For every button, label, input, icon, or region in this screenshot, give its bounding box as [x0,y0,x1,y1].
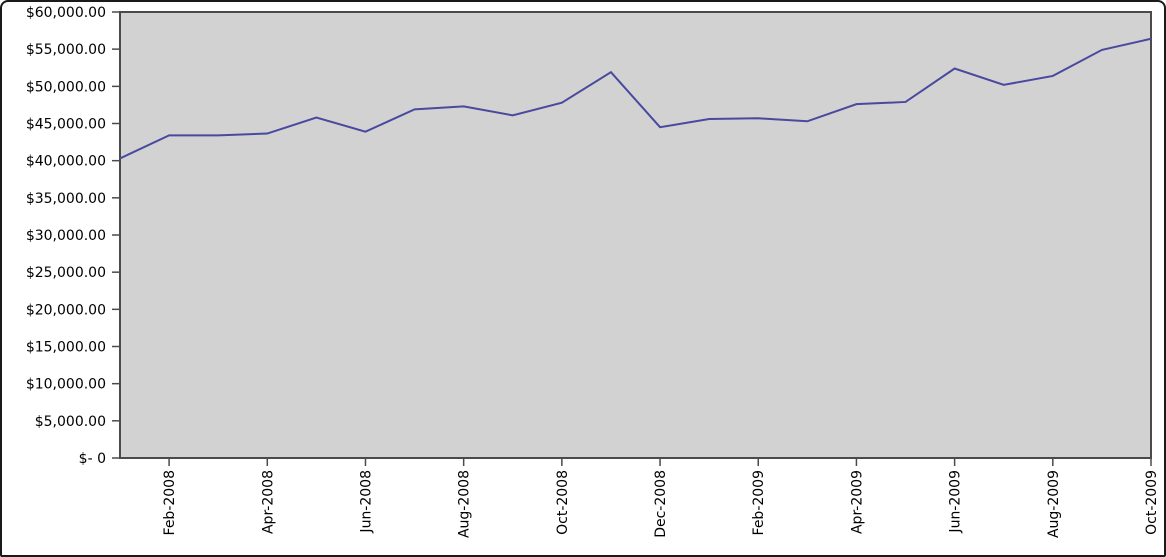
y-axis-tick-label: $5,000.00 [35,414,106,430]
y-axis-tick-label: $55,000.00 [26,42,106,58]
x-axis-tick-label: Feb-2009 [751,470,767,535]
x-axis-tick-label: Aug-2008 [457,470,473,538]
y-axis-tick-label: $30,000.00 [26,228,106,244]
x-axis-tick-label: Apr-2009 [849,470,865,534]
y-axis-tick-label: $15,000.00 [26,340,106,356]
y-axis-tick-label: $25,000.00 [26,265,106,281]
data-line [119,37,1152,160]
y-axis-tick-label: $60,000.00 [26,5,106,21]
y-axis-tick-label: $20,000.00 [26,302,106,318]
x-axis-tick-label: Oct-2009 [1144,470,1160,535]
x-axis-tick-label: Jun-2008 [358,470,374,534]
y-axis-tick-label: $50,000.00 [26,79,106,95]
y-axis-tick-label: $10,000.00 [26,377,106,393]
x-axis-tick-label: Dec-2008 [653,470,669,538]
y-axis-tick-label: $45,000.00 [26,117,106,133]
x-axis-tick-label: Jun-2009 [948,470,964,534]
x-axis-tick-label: Feb-2008 [162,470,178,535]
y-axis-tick-label: $- 0 [79,451,106,467]
x-axis-tick-label: Oct-2008 [555,470,571,535]
x-axis-tick-label: Apr-2008 [260,470,276,534]
y-axis-tick-label: $35,000.00 [26,191,106,207]
y-axis-tick-label: $40,000.00 [26,154,106,170]
x-axis-tick-label: Aug-2009 [1046,470,1062,538]
plot-area [119,11,1152,459]
